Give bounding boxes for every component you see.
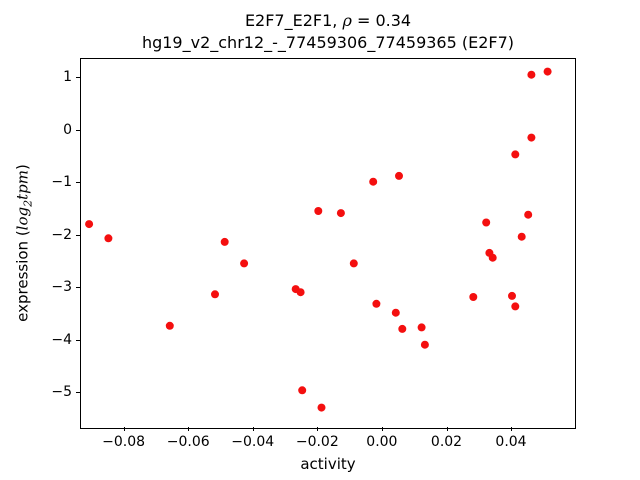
data-point	[469, 293, 478, 301]
data-point	[527, 70, 536, 79]
x-tick-label: 0.02	[430, 434, 463, 450]
y-tick-mark	[76, 129, 80, 131]
y-axis-label-suffix: )	[13, 164, 32, 171]
x-tick-mark	[252, 427, 254, 431]
y-tick-label: −3	[51, 279, 72, 296]
data-point	[391, 308, 400, 317]
y-tick-label: −5	[51, 383, 72, 400]
y-tick-mark	[76, 182, 80, 184]
y-tick-label: −1	[51, 174, 72, 191]
y-tick-label: 1	[63, 69, 72, 86]
chart-title: E2F7_E2F1, ρ = 0.34 hg19_v2_chr12_-_7745…	[80, 10, 576, 54]
x-tick-mark	[511, 427, 512, 431]
y-tick-mark	[76, 234, 80, 236]
y-axis-label-tpm: tpm	[13, 170, 32, 200]
data-point	[488, 253, 497, 262]
data-point	[372, 299, 381, 308]
x-tick-mark	[381, 427, 383, 431]
x-tick-label: −0.08	[102, 434, 146, 450]
data-point	[336, 209, 345, 218]
data-point	[511, 302, 520, 311]
data-point	[104, 234, 113, 243]
x-tick-label: 0.00	[366, 434, 398, 450]
y-tick-label: 0	[63, 121, 72, 138]
data-point	[517, 232, 526, 241]
y-tick-mark	[76, 391, 80, 393]
title-correlation-value: = 0.34	[351, 11, 412, 30]
y-tick-mark	[76, 287, 80, 289]
data-point	[420, 340, 429, 349]
x-axis-label: activity	[300, 455, 356, 473]
y-tick-label: −4	[51, 331, 72, 348]
plot-svg	[85, 67, 552, 412]
rho-symbol: ρ	[342, 11, 352, 30]
y-axis-label-prefix: expression (	[13, 230, 32, 322]
y-axis-label-log: log	[13, 206, 32, 231]
y-tick-mark	[76, 77, 80, 79]
title-text: E2F7_E2F1,	[244, 11, 343, 30]
data-point	[398, 324, 407, 333]
data-point	[395, 171, 403, 180]
data-point	[240, 259, 249, 268]
data-point	[296, 288, 305, 297]
data-point	[211, 290, 219, 299]
data-point	[317, 403, 326, 412]
x-tick-mark	[446, 427, 448, 431]
data-point	[85, 220, 94, 229]
x-tick-mark	[188, 427, 190, 431]
data-point	[220, 237, 229, 246]
y-axis-label: expression (log2tpm)	[14, 164, 35, 322]
x-tick-mark	[123, 427, 125, 431]
y-tick-mark	[76, 339, 80, 341]
data-point	[508, 291, 516, 300]
data-point	[543, 67, 552, 76]
data-point	[298, 386, 307, 395]
x-tick-label: −0.04	[231, 434, 275, 450]
data-point	[482, 218, 491, 227]
data-point	[524, 210, 533, 219]
chart-title-line1: E2F7_E2F1, ρ = 0.34	[80, 10, 576, 32]
x-tick-label: −0.06	[166, 434, 210, 450]
y-tick-label: −2	[51, 226, 72, 243]
data-point	[417, 323, 426, 332]
data-point	[349, 259, 358, 268]
data-point	[165, 321, 174, 330]
y-axis-label-subscript: 2	[21, 199, 35, 207]
plot-area	[80, 58, 576, 429]
chart-subtitle: hg19_v2_chr12_-_77459306_77459365 (E2F7)	[141, 33, 515, 52]
data-point	[369, 177, 378, 186]
x-tick-label: 0.04	[495, 434, 527, 450]
x-tick-label: −0.02	[295, 434, 339, 450]
x-tick-mark	[317, 427, 319, 431]
data-point	[314, 207, 323, 215]
data-point	[527, 133, 536, 142]
data-point	[511, 150, 520, 159]
